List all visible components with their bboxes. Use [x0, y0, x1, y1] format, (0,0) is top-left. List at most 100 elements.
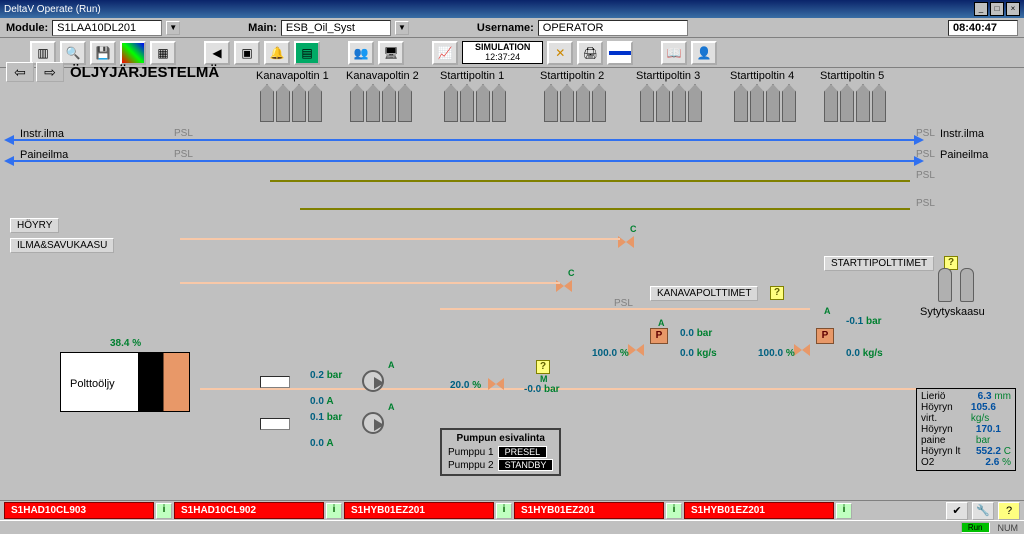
olive-line-1 — [270, 180, 910, 182]
burner-group-s3[interactable] — [640, 84, 702, 122]
window-title: DeltaV Operate (Run) — [4, 4, 101, 15]
oil-line — [180, 282, 560, 284]
clock: 08:40:47 — [948, 20, 1018, 36]
a-label: A — [824, 306, 831, 316]
alarm-ack-button[interactable]: ✔ — [946, 502, 968, 520]
psl-label: PSL — [916, 198, 935, 209]
alarm-tool-button[interactable]: 🔧 — [972, 502, 994, 520]
c-label: C — [568, 268, 575, 278]
m-label: M — [540, 374, 548, 384]
alarm-bar: S1HAD10CL903 i S1HAD10CL902 i S1HYB01EZ2… — [0, 500, 1024, 520]
burner-label-s3: Starttipoltin 3 — [636, 70, 700, 82]
window-max-button[interactable]: □ — [990, 2, 1004, 16]
ilma-savukaasu-button[interactable]: ILMA&SAVUKAASU — [10, 238, 114, 253]
instr-air-label-right: Instr.ilma — [940, 128, 984, 140]
pump1-state[interactable]: PRESEL — [498, 446, 548, 458]
pump2-switch[interactable] — [260, 418, 290, 430]
a-label: A — [388, 360, 395, 370]
window-titlebar: DeltaV Operate (Run) _ □ × — [0, 0, 1024, 18]
window-close-button[interactable]: × — [1006, 2, 1020, 16]
oil-line — [200, 388, 940, 390]
starttipolttimet-button[interactable]: STARTTIPOLTTIMET — [824, 256, 934, 271]
module-field[interactable]: S1LAA10DL201 — [52, 20, 162, 36]
header-bar: Module: S1LAA10DL201 ▼ Main: ESB_Oil_Sys… — [0, 18, 1024, 38]
olive-line-2 — [300, 208, 910, 210]
psl-label: PSL — [174, 149, 193, 160]
pump-preselect-panel: Pumpun esivalinta Pumppu 1PRESEL Pumppu … — [440, 428, 561, 476]
window-min-button[interactable]: _ — [974, 2, 988, 16]
valve-icon[interactable] — [794, 344, 810, 356]
psl-label: PSL — [174, 128, 193, 139]
a-label: A — [658, 318, 665, 328]
pump2-state[interactable]: STANDBY — [498, 459, 554, 471]
module-dropdown[interactable]: ▼ — [166, 21, 180, 35]
burner-group-s1[interactable] — [444, 84, 506, 122]
pump2-label: Pumppu 2 — [448, 460, 494, 471]
burner-label-k1: Kanavapoltin 1 — [256, 70, 329, 82]
alarm-info-button[interactable]: i — [326, 503, 342, 519]
psl-label: PSL — [916, 128, 935, 139]
alarm-item[interactable]: S1HYB01EZ201 — [344, 502, 494, 519]
ignition-gas-label: Sytytyskaasu — [920, 306, 985, 318]
alarm-help-button[interactable]: ? — [998, 502, 1020, 520]
valve-icon[interactable] — [618, 236, 634, 248]
module-label: Module: — [6, 22, 48, 34]
instr-air-line — [14, 139, 914, 141]
main-dropdown[interactable]: ▼ — [395, 21, 409, 35]
pump1-switch[interactable] — [260, 376, 290, 388]
alarm-info-button[interactable]: i — [156, 503, 172, 519]
psl-label: PSL — [916, 170, 935, 181]
burner-label-s1: Starttipoltin 1 — [440, 70, 504, 82]
p-indicator[interactable]: P — [650, 328, 668, 344]
main-field[interactable]: ESB_Oil_Syst — [281, 20, 391, 36]
help-icon[interactable]: ? — [770, 286, 784, 300]
status-panel: Lieriö6.3 mm Höyryn virt.105.6 kg/s Höyr… — [916, 388, 1016, 471]
pump1-icon[interactable] — [362, 370, 384, 392]
burner-group-s4[interactable] — [734, 84, 796, 122]
pressure-air-line — [14, 160, 914, 162]
pressure-air-label-left: Paineilma — [20, 149, 68, 161]
burner-group-s5[interactable] — [824, 84, 886, 122]
status-bar: Run NUM — [0, 520, 1024, 534]
psl-label: PSL — [916, 149, 935, 160]
username-field: OPERATOR — [538, 20, 688, 36]
burner-label-s2: Starttipoltin 2 — [540, 70, 604, 82]
burner-label-s5: Starttipoltin 5 — [820, 70, 884, 82]
oil-line — [180, 238, 620, 240]
kanavapolttimet-button[interactable]: KANAVAPOLTTIMET — [650, 286, 758, 301]
burner-label-s4: Starttipoltin 4 — [730, 70, 794, 82]
burner-group-s2[interactable] — [544, 84, 606, 122]
oil-tank-label: Polttoöljy — [70, 378, 115, 390]
alarm-item[interactable]: S1HYB01EZ201 — [514, 502, 664, 519]
pressure-air-label-right: Paineilma — [940, 149, 988, 161]
hoyry-button[interactable]: HÖYRY — [10, 218, 59, 233]
p-indicator[interactable]: P — [816, 328, 834, 344]
valve-icon[interactable] — [628, 344, 644, 356]
alarm-info-button[interactable]: i — [836, 503, 852, 519]
pump-preselect-title: Pumpun esivalinta — [448, 433, 553, 444]
main-label: Main: — [248, 22, 277, 34]
arrow-icon — [4, 156, 14, 166]
username-label: Username: — [477, 22, 534, 34]
psl-label: PSL — [614, 298, 633, 309]
c-label: C — [630, 224, 637, 234]
gas-cylinder-icon — [938, 268, 952, 302]
alarm-info-button[interactable]: i — [666, 503, 682, 519]
burner-group-k1[interactable] — [260, 84, 322, 122]
pump2-icon[interactable] — [362, 412, 384, 434]
arrow-icon — [4, 135, 14, 145]
gas-cylinder-icon — [960, 268, 974, 302]
alarm-info-button[interactable]: i — [496, 503, 512, 519]
a-label: A — [388, 402, 395, 412]
help-icon[interactable]: ? — [536, 360, 550, 374]
instr-air-label-left: Instr.ilma — [20, 128, 64, 140]
burner-group-k2[interactable] — [350, 84, 412, 122]
status-run: Run — [961, 522, 990, 533]
alarm-item[interactable]: S1HAD10CL903 — [4, 502, 154, 519]
process-canvas: Kanavapoltin 1 Kanavapoltin 2 Starttipol… — [0, 58, 1024, 502]
status-num: NUM — [998, 523, 1019, 533]
burner-label-k2: Kanavapoltin 2 — [346, 70, 419, 82]
alarm-item[interactable]: S1HYB01EZ201 — [684, 502, 834, 519]
valve-icon[interactable] — [488, 378, 504, 390]
alarm-item[interactable]: S1HAD10CL902 — [174, 502, 324, 519]
